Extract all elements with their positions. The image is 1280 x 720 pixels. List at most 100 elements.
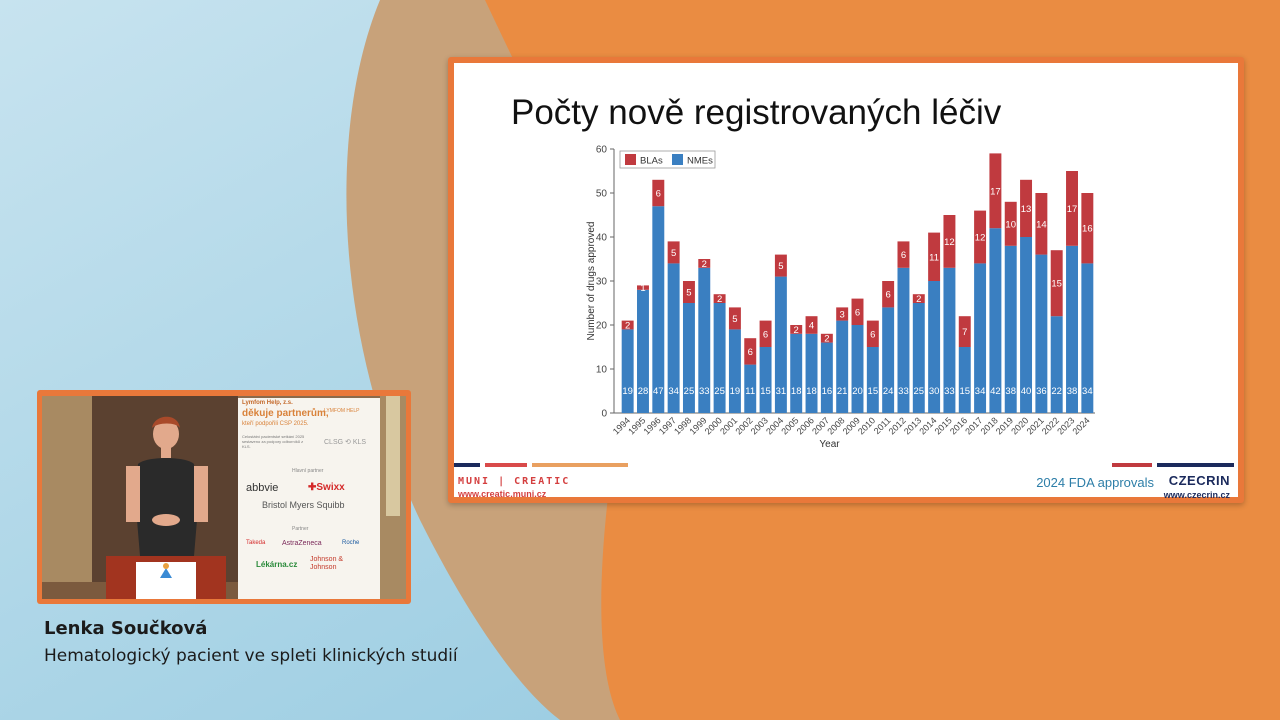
banner-org: Lymfom Help, z.s. xyxy=(242,400,293,406)
bar-blas xyxy=(897,241,910,268)
lymfom-help-logo: LYMFOM HELP xyxy=(324,408,360,414)
legend-label-nmes: NMEs xyxy=(687,156,713,167)
bar-blas xyxy=(836,307,849,321)
data-label-nmes: 31 xyxy=(776,386,787,397)
bar-blas xyxy=(713,294,726,303)
data-label-blas: 2 xyxy=(916,294,921,305)
bar-nmes xyxy=(1020,237,1033,413)
data-label-blas: 5 xyxy=(671,248,676,259)
bar-nmes xyxy=(851,325,864,413)
data-label-nmes: 20 xyxy=(852,386,863,397)
data-label-nmes: 28 xyxy=(638,386,649,397)
bar-blas xyxy=(1035,193,1048,255)
data-label-blas: 5 xyxy=(686,288,691,299)
bar-nmes xyxy=(728,329,741,413)
abbvie-logo: abbvie xyxy=(246,482,279,494)
data-label-blas: 2 xyxy=(702,259,707,270)
bar-blas xyxy=(637,285,649,290)
data-label-blas: 12 xyxy=(944,237,955,248)
data-label-blas: 2 xyxy=(824,334,829,345)
data-label-blas: 10 xyxy=(1005,219,1016,230)
data-label-blas: 6 xyxy=(855,307,860,318)
footer-bar-red-right xyxy=(1112,463,1152,467)
bar-blas xyxy=(882,281,895,308)
czecrin-logo: CZECRIN xyxy=(1168,473,1230,488)
bar-blas xyxy=(989,153,1002,229)
bar-nmes xyxy=(989,228,1002,413)
kls-logo: CLSG ⟲ KLS xyxy=(324,439,367,446)
bar-nmes xyxy=(836,320,849,413)
data-label-blas: 2 xyxy=(717,294,722,305)
bar-blas xyxy=(698,259,711,268)
stacked-bar-chart: 0 10 20 30 40 50 60 Number of drugs approved Yea… xyxy=(586,145,1095,450)
data-label-nmes: 33 xyxy=(898,386,909,397)
y-axis-title: Number of drugs approved xyxy=(586,222,597,341)
bar-blas xyxy=(621,320,634,330)
bar-blas xyxy=(851,298,864,325)
legend-swatch-blas xyxy=(625,154,636,165)
bar-nmes xyxy=(912,303,925,413)
data-label-nmes: 16 xyxy=(822,386,833,397)
data-label-nmes: 34 xyxy=(668,386,679,397)
footer-bar-orange xyxy=(532,463,628,467)
y-tick-label: 40 xyxy=(596,233,608,244)
bar-blas xyxy=(943,215,956,268)
bar-blas xyxy=(958,316,971,347)
astrazeneca-logo: AstraZeneca xyxy=(282,540,322,547)
data-label-nmes: 25 xyxy=(714,386,725,397)
data-label-nmes: 11 xyxy=(745,386,755,397)
bar-blas xyxy=(805,316,818,334)
partner-label: Partner xyxy=(292,526,309,532)
bar-blas xyxy=(1004,201,1017,246)
data-label-blas: 6 xyxy=(763,329,768,340)
data-label-nmes: 36 xyxy=(1036,386,1047,397)
data-label-nmes: 40 xyxy=(1021,386,1032,397)
data-label-blas: 7 xyxy=(962,327,967,338)
bar-nmes xyxy=(1081,263,1094,413)
bar-nmes xyxy=(667,263,680,413)
bar-nmes xyxy=(652,206,665,413)
data-label-nmes: 38 xyxy=(1067,386,1078,397)
bar-nmes xyxy=(1035,254,1048,413)
bms-logo: Bristol Myers Squibb xyxy=(262,500,345,510)
data-label-nmes: 33 xyxy=(699,386,710,397)
footer-bar-navy-right xyxy=(1157,463,1234,467)
data-label-blas: 14 xyxy=(1036,219,1047,230)
bar-nmes xyxy=(637,289,649,413)
data-label-nmes: 15 xyxy=(868,386,879,397)
bar-blas xyxy=(682,281,695,303)
data-label-blas: 15 xyxy=(1051,279,1062,290)
bar-blas xyxy=(774,254,787,277)
speaker-name: Lenka Součková xyxy=(44,618,208,639)
data-label-nmes: 30 xyxy=(929,386,940,397)
bar-nmes xyxy=(974,263,987,413)
data-label-nmes: 21 xyxy=(837,386,848,397)
bar-blas xyxy=(928,232,941,281)
data-label-blas: 17 xyxy=(990,186,1001,197)
data-label-nmes: 15 xyxy=(959,386,970,397)
bar-nmes xyxy=(958,347,971,413)
data-label-nmes: 38 xyxy=(1005,386,1016,397)
czecrin-url: www.czecrin.cz xyxy=(1163,490,1230,500)
data-label-blas: 6 xyxy=(870,329,875,340)
takeda-logo: Takeda xyxy=(246,540,266,546)
bar-nmes xyxy=(820,342,833,413)
data-label-nmes: 15 xyxy=(760,386,771,397)
bar-nmes xyxy=(790,333,803,413)
data-label-blas: 1 xyxy=(640,283,645,294)
data-label-nmes: 22 xyxy=(1051,386,1062,397)
data-label-nmes: 33 xyxy=(944,386,955,397)
bar-nmes xyxy=(682,303,695,413)
y-tick-label: 60 xyxy=(596,145,608,156)
data-label-blas: 6 xyxy=(885,290,890,301)
bar-blas xyxy=(1081,193,1094,264)
main-partner-label: Hlavní partner xyxy=(292,468,324,474)
data-label-nmes: 18 xyxy=(791,386,802,397)
bar-nmes xyxy=(1066,245,1078,413)
data-label-blas: 6 xyxy=(656,189,661,200)
data-label-blas: 16 xyxy=(1082,224,1093,235)
data-label-blas: 4 xyxy=(809,321,814,332)
bar-nmes xyxy=(759,347,772,413)
bar-nmes xyxy=(621,329,634,413)
legend-swatch-nmes xyxy=(672,154,683,165)
